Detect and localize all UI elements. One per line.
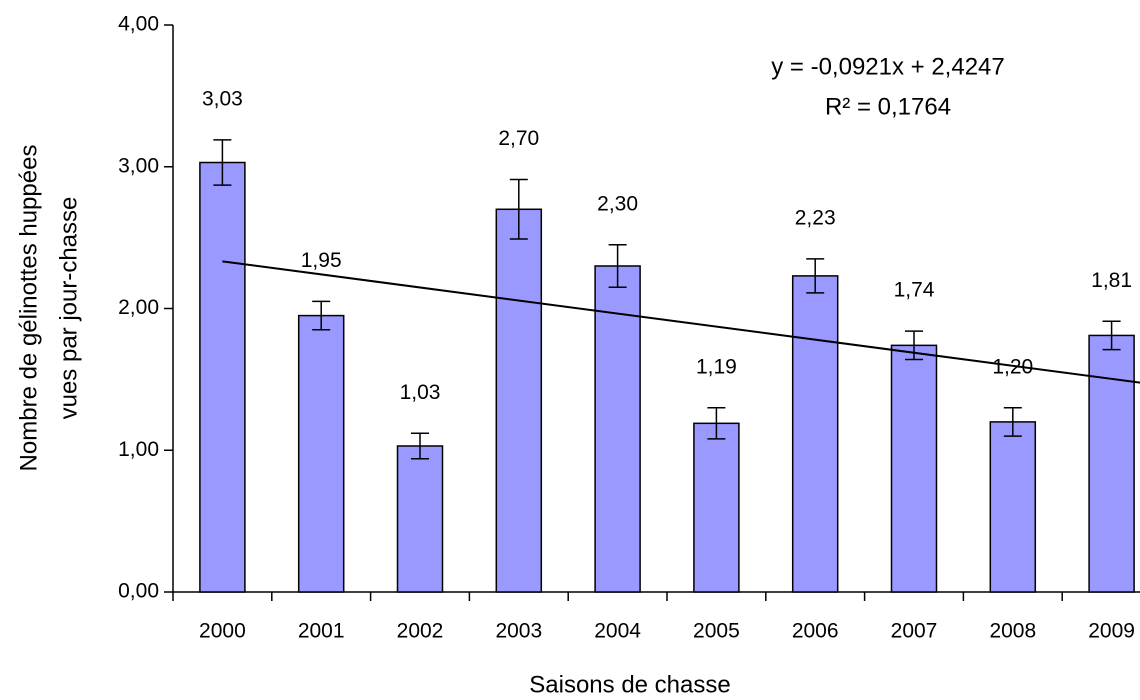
y-tick-label: 2,00 [118,296,159,319]
y-tick-label: 3,00 [118,154,159,177]
value-label: 1,03 [400,381,441,404]
bar [396,445,444,593]
bar [495,208,543,593]
value-label: 1,81 [1091,269,1132,292]
x-tick-label: 2006 [792,620,839,643]
x-tick-label: 2004 [594,620,641,643]
x-tick-label: 2003 [495,620,542,643]
trend-equation: y = -0,0921x + 2,4247 [771,53,1005,80]
x-tick-label: 2001 [298,620,345,643]
value-label: 1,19 [696,355,737,378]
x-tick-label: 2002 [397,620,444,643]
bar [890,344,938,593]
x-tick-label: 2005 [693,620,740,643]
x-tick-label: 2007 [891,620,938,643]
bar [199,161,246,593]
x-tick-label: 2008 [989,620,1036,643]
y-axis-title: vues par jour-chasse [55,197,82,420]
y-axis-title: Nombre de gélinottes huppées [15,145,42,472]
bar [791,275,839,593]
bar [693,422,740,593]
trend-r-squared: R² = 0,1764 [825,93,951,120]
value-label: 2,30 [597,192,638,215]
bar [594,265,641,593]
value-label: 3,03 [202,87,243,110]
x-axis-title: Saisons de chasse [529,671,730,698]
bar [297,314,345,593]
trendline [222,260,1140,384]
value-label: 1,95 [301,249,342,272]
y-tick-label: 0,00 [118,580,159,603]
bar [989,421,1037,593]
value-label: 1,74 [894,279,935,302]
x-tick-label: 2009 [1088,620,1135,643]
y-tick-label: 4,00 [118,13,159,36]
x-tick-label: 2000 [199,620,246,643]
value-label: 2,23 [795,206,836,229]
bar [1088,334,1135,593]
y-tick-label: 1,00 [118,438,159,461]
value-label: 2,70 [498,127,539,150]
